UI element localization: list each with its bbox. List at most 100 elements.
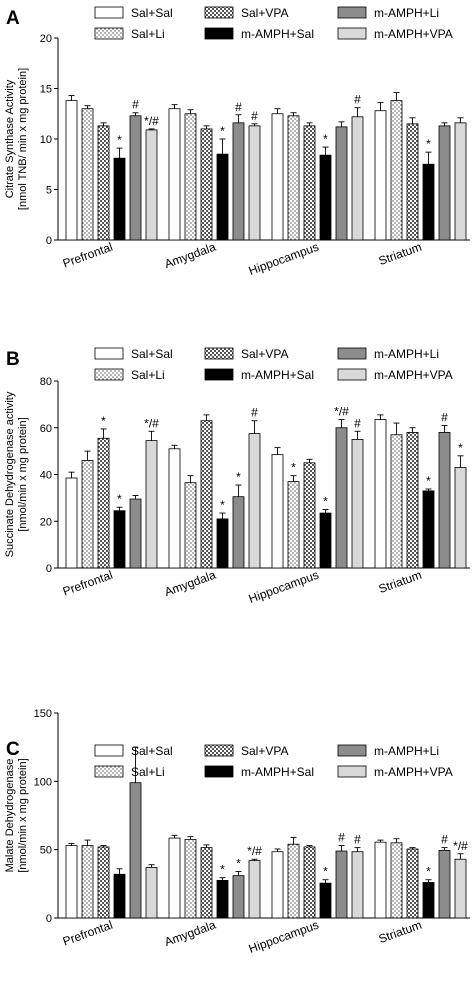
bar bbox=[335, 427, 348, 569]
x-tick-label: Striatum bbox=[377, 918, 424, 946]
legend-swatch bbox=[204, 368, 234, 381]
y-tick-label: 0 bbox=[46, 913, 52, 925]
legend-swatch bbox=[94, 368, 124, 381]
x-tick-label: Amygdala bbox=[163, 568, 218, 600]
panel-letter: C bbox=[6, 739, 20, 760]
bar bbox=[97, 846, 110, 919]
significance-label: # bbox=[338, 831, 345, 845]
bar bbox=[351, 116, 364, 241]
y-tick-label: 0 bbox=[46, 563, 52, 575]
bar bbox=[113, 873, 126, 919]
legend-label: Sal+Sal bbox=[131, 347, 173, 361]
legend-item: m-AMPH+Li bbox=[337, 744, 439, 758]
legend-item: m-AMPH+Li bbox=[337, 6, 439, 20]
bar bbox=[200, 847, 213, 919]
legend-item: Sal+VPA bbox=[204, 6, 288, 20]
legend-swatch bbox=[337, 347, 367, 360]
bar bbox=[232, 122, 245, 241]
bar bbox=[438, 432, 451, 569]
y-axis-label: Succinate Dehydrogenase activity bbox=[4, 391, 16, 557]
x-tick-label: Striatum bbox=[377, 568, 424, 596]
bar bbox=[65, 100, 78, 241]
bar bbox=[248, 125, 261, 241]
legend-swatch bbox=[337, 27, 367, 40]
significance-label: * bbox=[291, 461, 296, 475]
legend-swatch bbox=[204, 744, 234, 757]
legend-label: Sal+Li bbox=[131, 765, 165, 779]
bar bbox=[65, 477, 78, 569]
bar bbox=[200, 420, 213, 569]
significance-label: # bbox=[132, 98, 139, 112]
bar bbox=[200, 128, 213, 241]
significance-label: * bbox=[101, 414, 106, 428]
y-tick-label: 150 bbox=[34, 708, 52, 720]
bar bbox=[271, 851, 284, 919]
bar bbox=[422, 490, 435, 569]
bar bbox=[216, 518, 229, 569]
bar bbox=[374, 841, 387, 919]
bar bbox=[232, 496, 245, 569]
significance-label: * bbox=[220, 124, 225, 138]
y-axis-label: Citrate Synthase Activity bbox=[4, 79, 16, 198]
significance-label: */# bbox=[144, 114, 159, 128]
panel-a: A Sal+Sal Sal+Li Sal+VPA m-AMPH+Sal m-AMPH+Li… bbox=[4, 6, 470, 278]
significance-label: # bbox=[354, 416, 361, 430]
y-tick-label: 20 bbox=[40, 33, 52, 45]
y-axis-label: Malate Dehydrogenase bbox=[4, 759, 16, 873]
legend-label: m-AMPH+Li bbox=[374, 6, 439, 20]
significance-label: # bbox=[235, 100, 242, 114]
legend-label: Sal+VPA bbox=[241, 744, 288, 758]
bar bbox=[319, 154, 332, 241]
significance-label: */# bbox=[247, 844, 262, 858]
significance-label: * bbox=[323, 865, 328, 879]
bar bbox=[168, 837, 181, 919]
y-tick-label: 100 bbox=[34, 776, 52, 788]
bar bbox=[335, 850, 348, 919]
legend-item: Sal+Sal bbox=[94, 6, 173, 20]
bar bbox=[319, 882, 332, 919]
panel-letter: B bbox=[6, 349, 20, 370]
legend-item: Sal+VPA bbox=[204, 347, 288, 361]
bar bbox=[287, 115, 300, 241]
significance-label: * bbox=[323, 132, 328, 146]
legend-label: m-AMPH+Sal bbox=[241, 27, 314, 41]
bar bbox=[248, 433, 261, 569]
bar bbox=[303, 846, 316, 919]
significance-label: * bbox=[236, 470, 241, 484]
legend-label: m-AMPH+Li bbox=[374, 744, 439, 758]
legend-swatch bbox=[94, 765, 124, 778]
bar bbox=[216, 153, 229, 241]
legend-swatch bbox=[94, 27, 124, 40]
bar bbox=[145, 867, 158, 919]
bar bbox=[81, 108, 94, 241]
bar bbox=[374, 419, 387, 569]
legend-label: m-AMPH+Sal bbox=[241, 368, 314, 382]
legend-item: Sal+VPA bbox=[204, 744, 288, 758]
legend-label: Sal+Sal bbox=[131, 744, 173, 758]
legend-item: Sal+Li bbox=[94, 27, 165, 41]
bar bbox=[351, 851, 364, 919]
legend-label: m-AMPH+VPA bbox=[374, 765, 453, 779]
x-tick-label: Striatum bbox=[377, 240, 424, 268]
legend-item: Sal+Sal bbox=[94, 744, 173, 758]
bar bbox=[422, 882, 435, 919]
legend-item: m-AMPH+Sal bbox=[204, 27, 314, 41]
bar bbox=[335, 126, 348, 241]
x-tick-label: Amygdala bbox=[163, 240, 218, 272]
legend-swatch bbox=[204, 347, 234, 360]
bar bbox=[216, 880, 229, 919]
y-tick-label: 50 bbox=[40, 845, 52, 857]
x-tick-label: Amygdala bbox=[163, 918, 218, 950]
y-tick-label: 80 bbox=[40, 376, 52, 388]
significance-label: * bbox=[220, 863, 225, 877]
bar bbox=[390, 434, 403, 569]
panel-c: C Sal+Sal Sal+Li Sal+VPA m-AMPH+Sal m-AMPH+Li… bbox=[4, 708, 470, 956]
bar bbox=[422, 163, 435, 241]
bar bbox=[351, 439, 364, 569]
bar bbox=[168, 448, 181, 569]
legend-item: m-AMPH+VPA bbox=[337, 765, 453, 779]
legend-item: m-AMPH+Li bbox=[337, 347, 439, 361]
significance-label: * bbox=[458, 441, 463, 455]
bar bbox=[81, 845, 94, 919]
